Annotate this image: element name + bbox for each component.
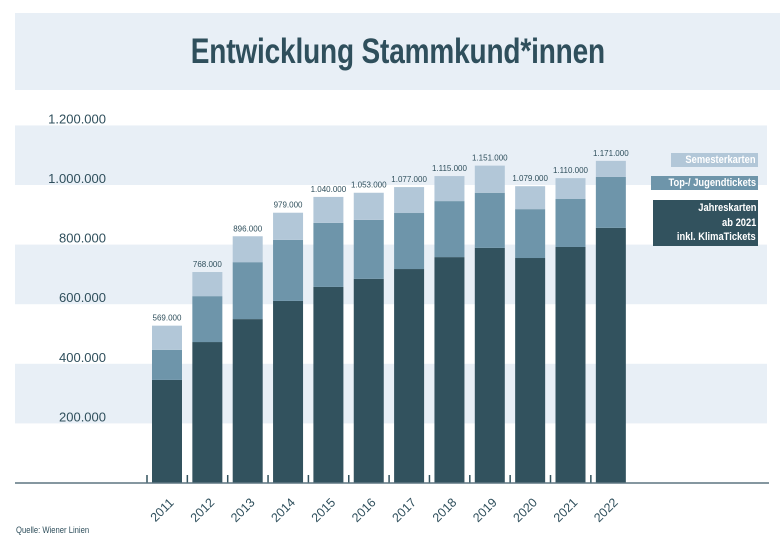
x-tick-label: 2020 — [511, 495, 541, 525]
bar-segment — [555, 199, 586, 247]
bar-segment — [434, 257, 465, 483]
bar-segment — [353, 219, 384, 279]
source-note: Quelle: Wiener Linien — [16, 525, 90, 535]
y-tick-label: 600.000 — [59, 290, 106, 305]
x-tick-label: 2014 — [268, 495, 298, 525]
x-tick-label: 2017 — [389, 495, 419, 525]
x-tick-label: 2015 — [309, 495, 339, 525]
grid-band — [15, 244, 767, 305]
total-label: 1.110.000 — [553, 166, 589, 175]
x-tick-label: 2019 — [470, 495, 500, 525]
bar-segment — [474, 192, 505, 248]
grid-band — [15, 125, 767, 185]
total-label: 569.000 — [153, 314, 182, 323]
y-tick-label: 1.200.000 — [48, 111, 106, 126]
x-tick-label: 2012 — [188, 495, 218, 525]
bar-segment — [273, 300, 304, 483]
bar-segment — [232, 262, 263, 320]
bar-segment — [232, 319, 263, 483]
x-tick-label: 2018 — [430, 495, 460, 525]
bar-segment — [273, 212, 304, 240]
bar-segment — [353, 192, 384, 220]
bar-segment — [434, 201, 465, 258]
bar-segment — [313, 286, 344, 483]
bar-segment — [555, 178, 586, 200]
bar-segment — [313, 196, 344, 223]
bar-segment — [394, 213, 425, 270]
x-tick-label: 2022 — [591, 495, 621, 525]
bar-segment — [152, 349, 182, 380]
bar-segment — [595, 227, 626, 483]
total-label: 979.000 — [274, 201, 303, 210]
legend-label-line: inkl. KlimaTickets — [677, 231, 756, 243]
total-label: 1.151.000 — [472, 154, 508, 163]
bar-segment — [595, 160, 626, 177]
y-tick-label: 800.000 — [59, 231, 106, 246]
total-label: 1.171.000 — [593, 149, 629, 158]
chart-title: Entwicklung Stammkund*innen — [190, 31, 605, 71]
bar-segment — [192, 296, 223, 343]
x-tick-label: 2016 — [349, 495, 379, 525]
title-banner: Entwicklung Stammkund*innen — [15, 13, 780, 90]
grid-band — [15, 363, 767, 424]
y-tick-label: 1.000.000 — [48, 171, 106, 186]
bar-segment — [152, 379, 182, 483]
total-label: 1.079.000 — [512, 174, 548, 183]
total-label: 768.000 — [193, 260, 222, 269]
bar-segment — [474, 165, 505, 193]
legend-label: Top-/ Jugendtickets — [668, 177, 756, 189]
bar-segment — [515, 209, 546, 259]
bar-segment — [434, 176, 465, 202]
bar-segment — [273, 239, 304, 301]
y-tick-label: 400.000 — [59, 350, 106, 365]
total-label: 1.115.000 — [432, 164, 468, 173]
bar-segment — [394, 187, 425, 214]
bar-segment — [474, 247, 505, 483]
legend-item-jahreskarten: Jahreskarten ab 2021 inkl. KlimaTickets — [653, 200, 758, 246]
bar-segment — [555, 246, 586, 483]
bar-segment — [192, 342, 223, 483]
legend-item-semesterkarten: Semesterkarten — [671, 153, 758, 167]
bar-segment — [394, 269, 425, 483]
total-label: 1.077.000 — [391, 175, 427, 184]
legend-label-line: ab 2021 — [721, 216, 756, 229]
total-label: 896.000 — [233, 224, 262, 233]
bar-segment — [313, 222, 344, 287]
bar-segment — [595, 176, 626, 228]
legend-item-top-jugendtickets: Top-/ Jugendtickets — [650, 176, 758, 190]
x-tick-label: 2021 — [551, 495, 581, 525]
bar-segment — [232, 236, 263, 263]
legend-label: Semesterkarten — [685, 154, 756, 166]
total-label: 1.053.000 — [351, 181, 387, 190]
legend-label-line: Jahreskarten — [697, 202, 756, 214]
bar-segment — [192, 272, 223, 297]
total-label: 1.040.000 — [311, 185, 347, 194]
bar-segment — [515, 258, 546, 483]
bar-segment — [353, 278, 384, 483]
x-tick-label: 2011 — [148, 496, 177, 525]
x-tick-label: 2013 — [228, 495, 258, 525]
y-tick-label: 200.000 — [59, 409, 106, 424]
bar-segment — [515, 186, 546, 210]
bar-segment — [152, 325, 182, 350]
